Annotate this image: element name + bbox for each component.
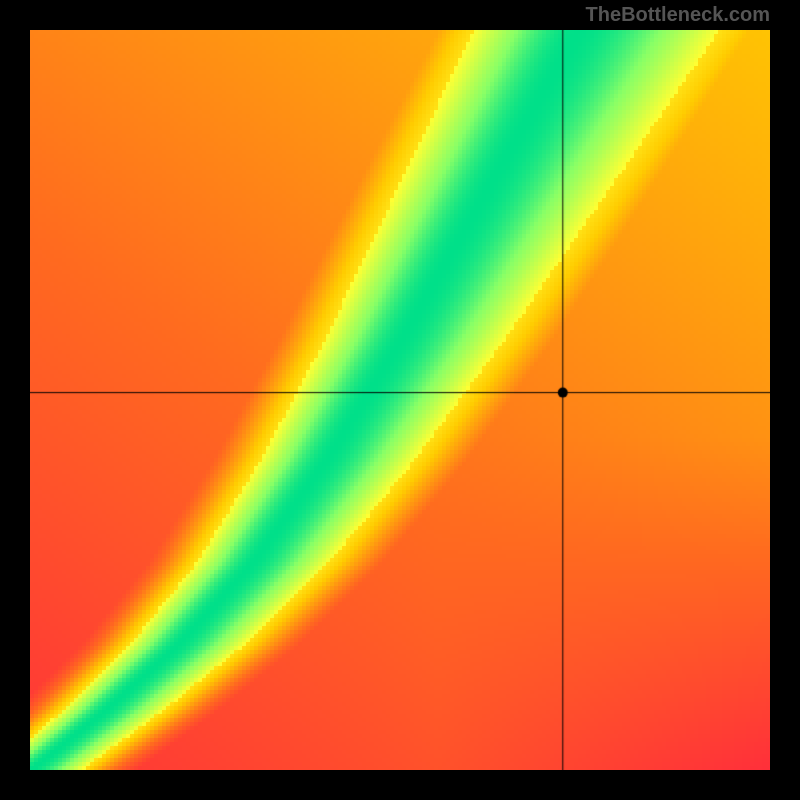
- plot-area: [30, 30, 770, 770]
- overlay-canvas: [30, 30, 770, 770]
- watermark-text: TheBottleneck.com: [586, 4, 770, 27]
- chart-container: TheBottleneck.com: [0, 0, 800, 800]
